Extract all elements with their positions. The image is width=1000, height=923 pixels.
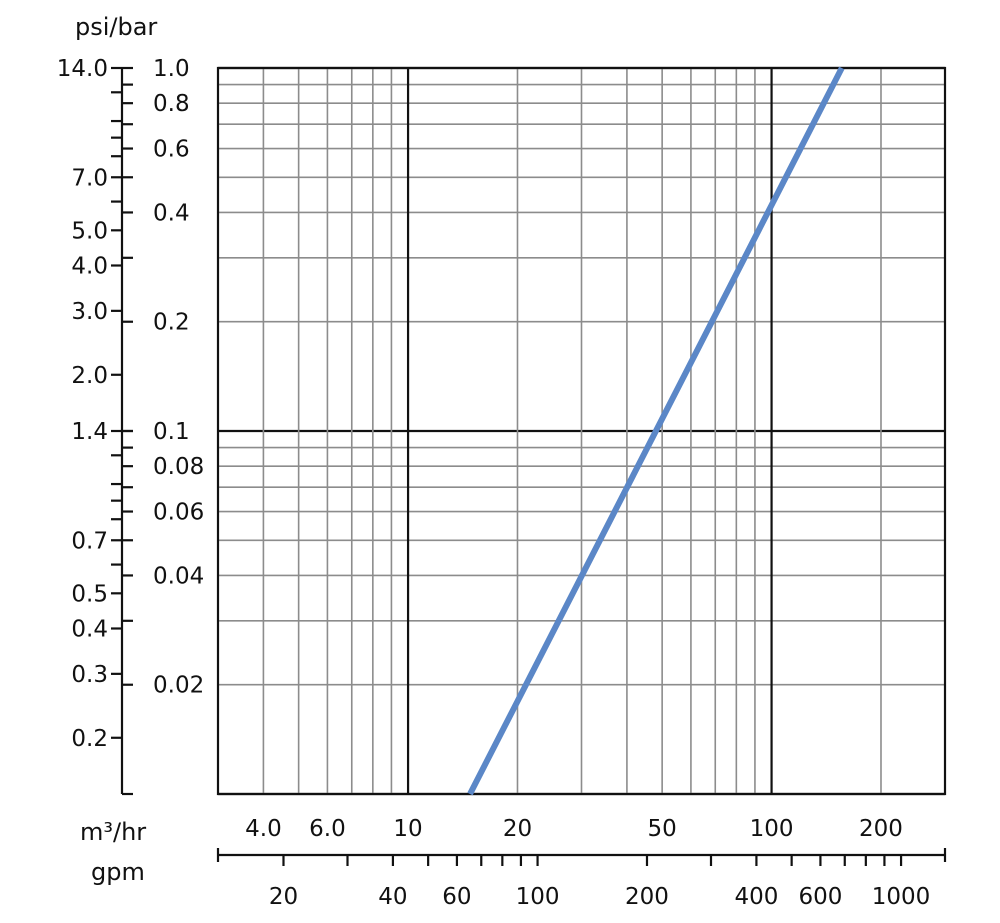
bar-tick-label: 0.2	[153, 310, 190, 336]
psi-tick-label: 4.0	[71, 253, 108, 279]
m3hr-tick-label: 10	[393, 816, 422, 842]
bar-tick-label: 0.6	[153, 137, 190, 163]
grid-layer	[216, 66, 947, 796]
m3hr-tick-label: 50	[648, 816, 677, 842]
plot-frame	[216, 66, 947, 796]
psi-tick-label: 0.3	[71, 662, 108, 688]
series-layer	[467, 66, 845, 796]
bar-tick-label: 0.1	[153, 419, 190, 445]
psi-tick-label: 7.0	[71, 165, 108, 191]
gpm-tick-label: 20	[269, 884, 298, 910]
psi-tick-label: 0.7	[71, 528, 108, 554]
bar-tick-label: 0.08	[153, 454, 204, 480]
gpm-tick-label: 100	[516, 884, 560, 910]
bar-tick-label: 0.02	[153, 673, 204, 699]
m3hr-tick-label: 6.0	[309, 816, 346, 842]
x-unit-label-secondary: gpm	[91, 858, 145, 886]
psi-tick-label: 3.0	[71, 299, 108, 325]
psi-tick-label: 1.4	[71, 419, 108, 445]
psi-tick-label: 14.0	[57, 56, 108, 82]
bar-tick-label: 0.8	[153, 91, 190, 117]
bar-tick-label: 0.04	[153, 563, 204, 589]
bar-tick-label: 0.4	[153, 200, 190, 226]
gpm-tick-label: 1000	[872, 884, 931, 910]
psi-tick-label: 0.2	[71, 726, 108, 752]
m3hr-tick-label: 4.0	[245, 816, 282, 842]
psi-tick-label: 5.0	[71, 218, 108, 244]
gpm-tick-label: 40	[378, 884, 407, 910]
gpm-tick-label: 600	[798, 884, 842, 910]
gpm-tick-label: 60	[442, 884, 471, 910]
labels-layer: 14.0 7.0 5.0 4.0 3.0 2.0 1.4 0.7 0.5 0.4 0.3 0.2 1.0…	[57, 56, 931, 910]
series-line	[467, 66, 845, 796]
psi-tick-label: 0.4	[71, 616, 108, 642]
x-unit-label-primary: m³/hr	[80, 818, 146, 846]
m3hr-tick-label: 20	[503, 816, 532, 842]
bar-tick-label: 0.06	[153, 500, 204, 526]
axes-layer	[111, 66, 947, 866]
bar-tick-label: 1.0	[153, 56, 190, 82]
gpm-tick-label: 200	[625, 884, 669, 910]
psi-tick-label: 0.5	[71, 581, 108, 607]
gpm-tick-label: 400	[734, 884, 778, 910]
m3hr-tick-label: 200	[859, 816, 903, 842]
psi-tick-label: 2.0	[71, 363, 108, 389]
m3hr-tick-label: 100	[750, 816, 794, 842]
y-unit-label: psi/bar	[75, 13, 157, 41]
